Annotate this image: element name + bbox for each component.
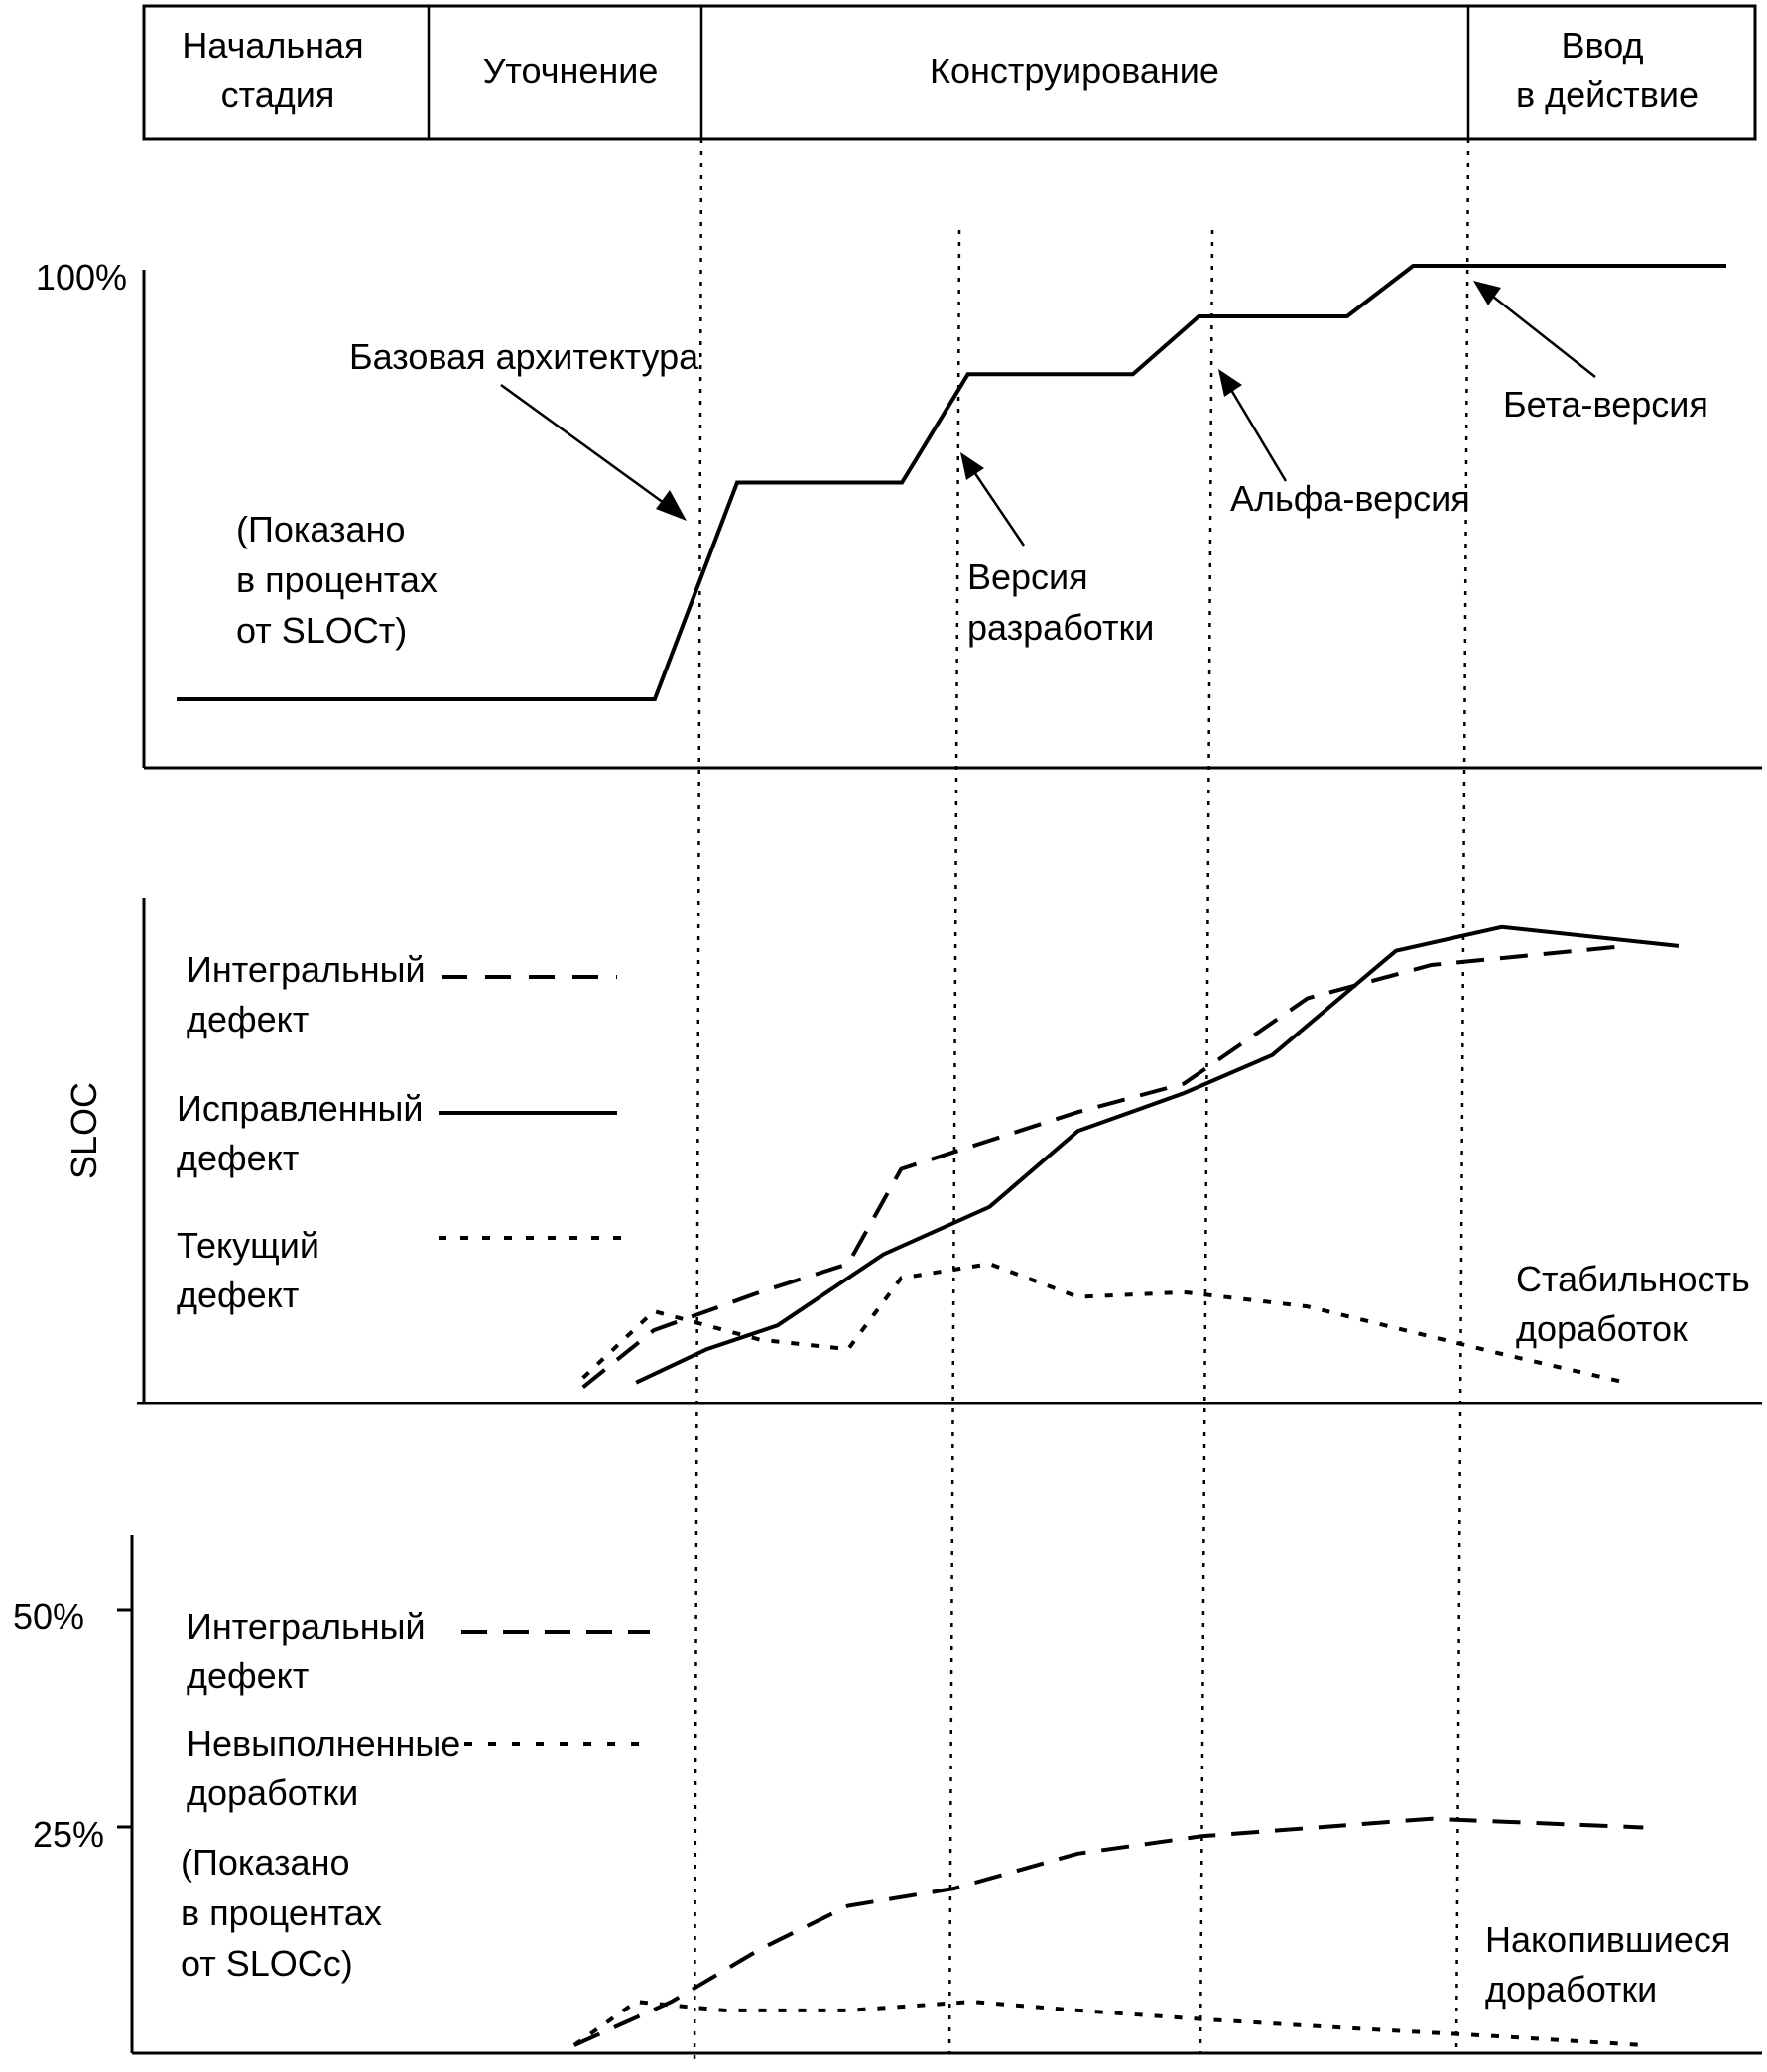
phase-label-inception-line2: стадия [221,74,335,115]
panel1-ytick-100: 100% [36,257,127,298]
panel-code-growth: 100% (Показано в процентах от SLOCт) Баз… [36,257,1762,770]
panel3-legend-integral-label: Интегральный дефект [187,1606,436,1696]
milestone-guide [1454,138,1470,2054]
panel2-legend-current-label: Текущий дефект [177,1225,329,1315]
panel2-fixed-defect-line [635,924,1680,1385]
panel3-unfinished-rework-line [572,2000,1644,2047]
annotation-accumulated-rework-line2: доработки [1485,1969,1657,2010]
panel3-note: (Показано в процентах от SLOCс) [181,1842,392,1984]
panel2-legend-integral-line2: дефект [187,999,309,1039]
phase-header-frame [142,4,1757,141]
annotation-rework-stability-line2: доработок [1516,1308,1688,1349]
panel1-note-line2: в процентах [236,559,438,600]
panel3-legend-integral-line2: дефект [187,1655,309,1696]
panel-defects: SLOC Интегральный дефект Исправленный де… [63,898,1762,1405]
arrowhead-base-architecture [656,490,687,521]
arrowhead-development-version [960,452,984,480]
phase-header: Начальная стадия Уточнение Конструирован… [142,4,1757,141]
phase-label-transition-line1: Ввод [1562,25,1644,65]
panel3-legend-backlog-line2: доработки [187,1772,358,1813]
milestone-guide [693,138,703,2068]
panel1-note: (Показано в процентах от SLOCт) [236,509,447,651]
arrow-base-architecture [500,383,676,513]
phase-label-elaboration: Уточнение [483,51,659,91]
panel3-ytick-25: 25% [33,1814,104,1855]
panel1-note-line1: (Показано [236,509,405,549]
arrowhead-alpha-version [1218,369,1242,397]
panel2-legend-integral-line1: Интегральный [187,949,426,990]
panel2-current-defect-line [581,1262,1626,1385]
annotation-base-architecture: Базовая архитектура [349,336,699,377]
annotation-rework-stability: Стабильность доработок [1516,1259,1760,1349]
arrow-alpha-version [1226,384,1288,482]
phase-label-transition-line2: в действие [1516,74,1699,115]
phase-label-transition: Ввод в действие [1516,25,1699,115]
arrowhead-beta-version [1473,281,1501,305]
annotation-accumulated-rework-line1: Накопившиеся [1485,1919,1730,1960]
annotation-beta-version: Бета-версия [1503,384,1708,425]
panel2-integral-defect-line [581,943,1626,1389]
annotation-accumulated-rework: Накопившиеся доработки [1485,1919,1740,2010]
panel3-legend-backlog-label: Невыполненные доработки [187,1723,470,1813]
milestone-guide [947,229,961,2054]
annotation-development-version-line2: разработки [967,607,1154,648]
panel-backlog: 50% 25% Интегральный дефект Невыполненны… [13,1535,1762,2055]
milestone-guide [1199,229,1214,2054]
annotation-rework-stability-line1: Стабильность [1516,1259,1750,1299]
arrow-beta-version [1487,292,1596,378]
panel2-legend-current-line2: дефект [177,1275,299,1315]
panel3-legend-integral-line1: Интегральный [187,1606,426,1646]
panel3-note-line3: от SLOCс) [181,1943,353,1984]
phase-label-construction: Конструирование [930,51,1219,91]
phase-label-inception: Начальная стадия [182,25,373,115]
phase-label-elaboration-line1: Уточнение [483,51,659,91]
annotation-development-version-line1: Версия [967,556,1088,597]
panel2-legend-fixed-line1: Исправленный [177,1088,423,1129]
panel2-legend-current-line1: Текущий [177,1225,319,1266]
annotation-development-version: Версия разработки [967,556,1154,648]
panel2-legend-integral-label: Интегральный дефект [187,949,436,1039]
milestone-guides [693,138,1470,2068]
panel3-note-line2: в процентах [181,1892,382,1933]
panel2-legend-fixed-label: Исправленный дефект [177,1088,434,1178]
panel2-legend-fixed-line2: дефект [177,1138,299,1178]
panel1-code-growth-line [177,264,1726,701]
annotation-alpha-version: Альфа-версия [1230,478,1470,519]
panel2-y-axis-label: SLOC [63,1082,104,1179]
phase-label-inception-line1: Начальная [182,25,363,65]
panel3-ytick-50: 50% [13,1596,84,1637]
panel1-note-line3: от SLOCт) [236,610,407,651]
panel3-integral-defect-line [572,1816,1644,2047]
panel3-note-line1: (Показано [181,1842,349,1883]
panel3-legend-backlog-line1: Невыполненные [187,1723,460,1764]
phase-label-construction-line1: Конструирование [930,51,1219,91]
arrow-development-version [968,465,1026,547]
